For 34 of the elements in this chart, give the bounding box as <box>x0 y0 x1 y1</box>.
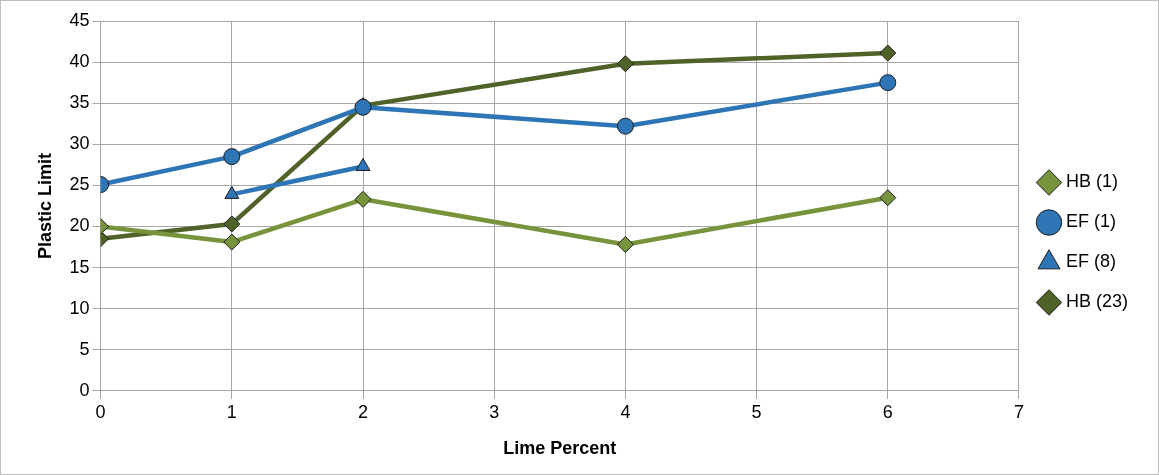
x-tick-label: 2 <box>358 401 369 422</box>
y-tick-label: 20 <box>69 215 90 236</box>
legend-label: HB (23) <box>1065 291 1128 312</box>
point <box>616 55 634 73</box>
point <box>616 117 634 135</box>
point <box>879 189 897 207</box>
x-tick-label: 7 <box>1013 401 1024 422</box>
point <box>223 148 241 166</box>
x-tick-label: 3 <box>489 401 500 422</box>
point <box>223 233 241 251</box>
y-tick-label: 0 <box>79 379 90 400</box>
y-tick-label: 5 <box>79 338 90 359</box>
x-tick-label: 1 <box>226 401 237 422</box>
y-tick-label: 15 <box>69 256 90 277</box>
y-tick-label: 25 <box>69 174 90 195</box>
point <box>879 44 897 62</box>
x-axis-title: Lime Percent <box>503 438 617 459</box>
x-tick-label: 4 <box>620 401 631 422</box>
x-tick-label: 5 <box>751 401 762 422</box>
y-tick-label: 35 <box>69 92 90 113</box>
y-tick-label: 45 <box>69 9 90 30</box>
y-axis-title: Plastic Limit <box>34 152 55 259</box>
point <box>354 190 372 208</box>
point <box>616 236 634 254</box>
x-tick-label: 0 <box>95 401 106 422</box>
point <box>223 215 241 233</box>
x-tick-label: 6 <box>882 401 893 422</box>
legend-label: HB (1) <box>1065 171 1118 192</box>
legend-label: EF (1) <box>1065 211 1116 232</box>
y-tick-label: 30 <box>69 133 90 154</box>
point <box>879 74 897 92</box>
y-tick-label: 10 <box>69 297 90 318</box>
legend-label: EF (8) <box>1065 251 1116 272</box>
y-tick-label: 40 <box>69 51 90 72</box>
